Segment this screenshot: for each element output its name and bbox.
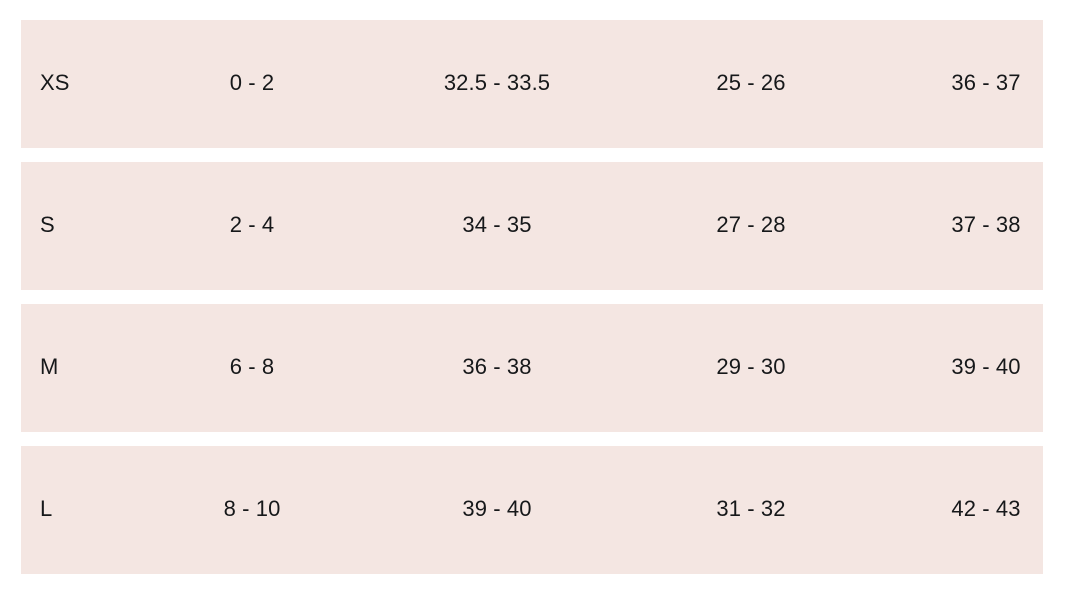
cell-waist: 25 - 26: [716, 70, 786, 95]
cell-size: XS: [40, 70, 70, 95]
cell-size: M: [40, 354, 59, 379]
cell-bust: 34 - 35: [462, 212, 532, 237]
cell-size: S: [40, 212, 55, 237]
table-row: M 6 - 8 36 - 38 29 - 30 39 - 40: [21, 304, 1043, 432]
cell-waist: 29 - 30: [716, 354, 786, 379]
cell-hips: 39 - 40: [951, 354, 1021, 379]
cell-us-size: 2 - 4: [229, 212, 275, 237]
cell-hips: 36 - 37: [951, 70, 1021, 95]
cell-us-size: 6 - 8: [229, 354, 275, 379]
cell-hips: 42 - 43: [951, 496, 1021, 521]
table-row: S 2 - 4 34 - 35 27 - 28 37 - 38: [21, 162, 1043, 290]
table-row: XS 0 - 2 32.5 - 33.5 25 - 26 36 - 37: [21, 20, 1043, 148]
cell-us-size: 0 - 2: [229, 70, 275, 95]
table-row: L 8 - 10 39 - 40 31 - 32 42 - 43: [21, 446, 1043, 574]
cell-waist: 31 - 32: [716, 496, 786, 521]
cell-bust: 36 - 38: [462, 354, 532, 379]
cell-us-size: 8 - 10: [223, 496, 281, 521]
cell-bust: 39 - 40: [462, 496, 532, 521]
cell-hips: 37 - 38: [951, 212, 1021, 237]
size-chart-table: XS 0 - 2 32.5 - 33.5 25 - 26 36 - 37 S 2…: [21, 20, 1043, 574]
cell-waist: 27 - 28: [716, 212, 786, 237]
cell-size: L: [40, 496, 53, 521]
cell-bust: 32.5 - 33.5: [443, 70, 551, 95]
